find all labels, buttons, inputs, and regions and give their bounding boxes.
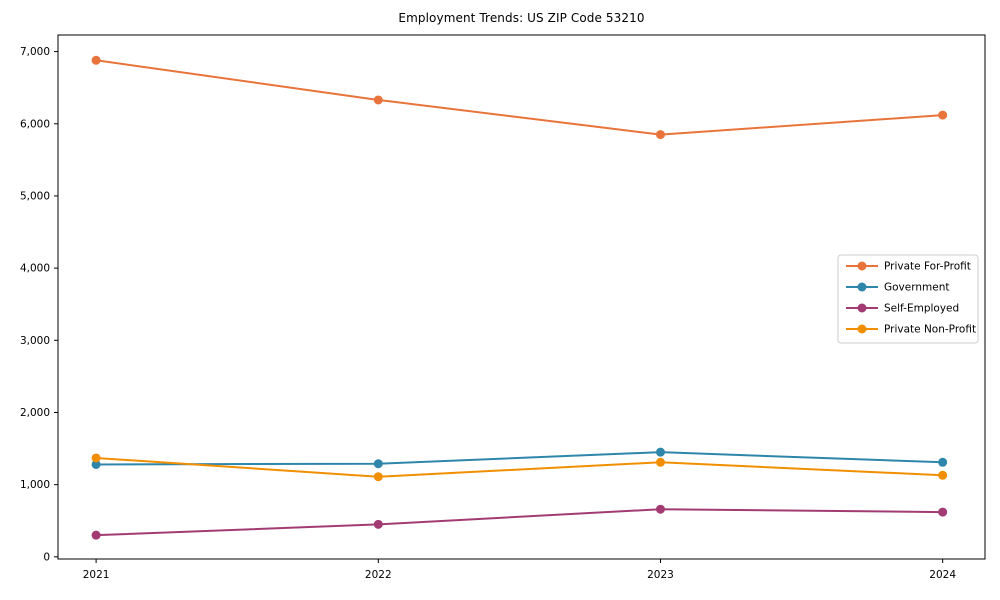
legend-label: Private For-Profit [884, 261, 971, 273]
data-point [655, 457, 665, 467]
y-tick-label: 3,000 [20, 335, 50, 347]
data-point [373, 95, 383, 105]
legend-box [837, 254, 979, 344]
legend-label: Self-Employed [884, 303, 959, 315]
y-tick-label: 0 [43, 551, 50, 563]
x-tick-label: 2023 [647, 569, 674, 581]
series-line [95, 451, 944, 466]
y-tick-label: 5,000 [20, 190, 50, 202]
legend-label: Private Non-Profit [884, 324, 976, 336]
series-private-non-profit [91, 453, 948, 482]
x-axis: 2021 2022 2023 2024 [83, 559, 956, 581]
legend-entry-government: Government [846, 282, 949, 294]
data-point [655, 447, 665, 457]
legend-marker [857, 261, 867, 271]
series-government [91, 447, 948, 469]
data-point [91, 55, 101, 65]
data-point [655, 504, 665, 514]
data-point [373, 472, 383, 482]
series-line [95, 508, 944, 537]
legend-marker [857, 324, 867, 334]
legend-entry-private-non-profit: Private Non-Profit [846, 324, 976, 336]
data-point [373, 459, 383, 469]
data-point [938, 470, 948, 480]
data-point [655, 130, 665, 140]
plot-area [57, 34, 986, 560]
y-tick-label: 7,000 [20, 46, 50, 58]
data-point [91, 459, 101, 469]
y-tick-label: 1,000 [20, 479, 50, 491]
legend: Private For-Profit Government Self-Employe… [837, 254, 979, 344]
series-private-for-profit [91, 55, 948, 140]
data-point [91, 530, 101, 540]
chart-title: Employment Trends: US ZIP Code 53210 [398, 11, 645, 25]
data-point [938, 110, 948, 120]
legend-entry-self-employed: Self-Employed [846, 303, 959, 315]
series-line [95, 59, 944, 136]
data-point [938, 507, 948, 517]
data-point [373, 519, 383, 529]
x-tick-label: 2024 [929, 569, 956, 581]
legend-label: Government [884, 282, 949, 294]
x-tick-label: 2022 [365, 569, 392, 581]
x-tick-label: 2021 [83, 569, 110, 581]
y-axis: 0 1,000 2,000 3,000 4,000 5,000 6,000 7,000 [20, 46, 58, 563]
legend-entry-private-for-profit: Private For-Profit [846, 261, 971, 273]
y-tick-label: 2,000 [20, 407, 50, 419]
data-point [91, 453, 101, 463]
legend-marker [857, 282, 867, 292]
data-point [938, 457, 948, 467]
series-line [95, 456, 944, 478]
y-tick-label: 6,000 [20, 118, 50, 130]
series-self-employed [91, 504, 948, 540]
legend-marker [857, 303, 867, 313]
y-tick-label: 4,000 [20, 263, 50, 275]
